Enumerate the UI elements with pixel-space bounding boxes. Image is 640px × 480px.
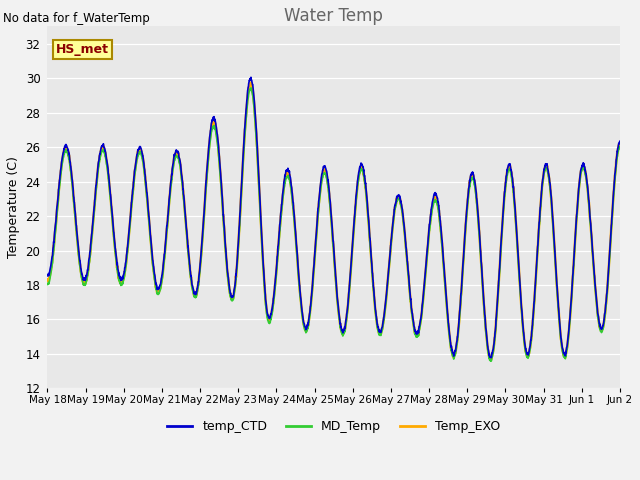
Y-axis label: Temperature (C): Temperature (C) <box>7 156 20 258</box>
Text: No data for f_WaterTemp: No data for f_WaterTemp <box>3 12 150 25</box>
Legend: temp_CTD, MD_Temp, Temp_EXO: temp_CTD, MD_Temp, Temp_EXO <box>163 415 505 438</box>
Text: HS_met: HS_met <box>56 43 109 56</box>
Title: Water Temp: Water Temp <box>284 7 383 25</box>
